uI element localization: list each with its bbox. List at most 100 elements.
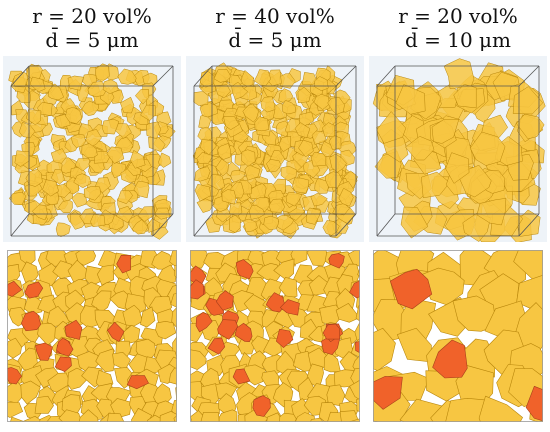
cross-section-1 [7,250,177,422]
grain [74,158,91,172]
grain [279,412,297,422]
grain [253,69,271,86]
highlighted-grain [275,328,294,348]
highlighted-grain [126,375,150,390]
grain [218,409,238,422]
highlighted-grain [24,281,44,299]
grain [200,412,220,422]
grain [90,213,106,228]
grain [102,79,119,95]
grain [147,218,161,233]
cross-section-3 [373,250,543,422]
grain [140,104,156,121]
cube-edge [518,213,540,237]
grain [513,250,543,282]
grain [254,116,269,132]
grain [310,417,324,422]
highlighted-grain [56,337,74,357]
highlighted-grain [7,367,22,385]
grain [112,351,131,371]
grain [349,379,360,401]
grain [452,295,497,332]
highlighted-grain [432,339,468,379]
slice-svg-2 [190,250,360,422]
grain [31,204,48,221]
grain [241,149,256,167]
grain [131,407,153,422]
grain [131,219,149,235]
grain [101,118,120,135]
grain [7,401,24,418]
highlighted-grain [322,323,341,340]
grain [294,122,311,139]
grain [242,103,259,123]
highlighted-grain [279,299,300,316]
grain [512,86,544,115]
grain [292,177,310,194]
grain [297,86,311,104]
grain [516,209,541,237]
grain [155,320,177,340]
cube-render-3 [369,56,547,242]
grain [310,192,328,207]
grain [117,68,137,85]
cross-section-2 [190,250,360,422]
column-3-label: r = 20 vol% d̄ = 10 μm [369,4,547,52]
grain [115,205,134,224]
label-line-2: d̄ = 5 μm [228,28,322,52]
grain [34,395,54,414]
grain-cluster [372,58,546,242]
grain [47,83,65,101]
grain [42,179,59,197]
highlighted-grain [373,376,403,410]
grain [169,250,177,269]
grain [95,63,110,83]
cube-svg-3 [372,58,546,242]
slice-frame [7,250,177,422]
label-line-2: d̄ = 10 μm [404,28,512,52]
grain [431,119,460,144]
column-2-label: r = 40 vol% d̄ = 5 μm [186,4,364,52]
grain [298,139,314,158]
grain [421,171,451,199]
highlighted-grain [20,310,42,332]
highlighted-grain [207,337,226,355]
highlighted-grain [389,268,433,310]
grain [55,222,71,237]
grain [445,152,470,184]
highlighted-grain [190,279,204,300]
grain [50,169,65,185]
grain [57,199,73,214]
grain [134,89,150,105]
grain [347,250,360,267]
highlighted-grain [107,321,125,343]
cube-edge [10,65,30,87]
grain-cluster [192,62,358,239]
highlighted-grain [234,322,253,343]
grain [106,146,125,164]
grain [215,158,229,177]
grain [10,416,26,422]
grain-cluster [190,250,360,422]
label-line-1: r = 20 vol% [32,4,152,28]
grain [190,250,207,269]
grain [64,289,86,314]
slice-frame [190,250,360,422]
cube-edge [376,213,396,237]
grain [260,96,276,113]
highlighted-grain [195,312,213,333]
grain [231,81,249,100]
grain [405,136,435,161]
grain [248,205,266,220]
grain [280,165,298,182]
grain [21,261,39,283]
cube-edge [376,65,396,87]
grain [285,191,303,207]
cube-edge [193,65,213,87]
cube-edge [10,213,30,237]
grain [333,369,357,388]
grain [159,410,177,422]
grain [310,151,327,167]
highlighted-grain [235,259,254,280]
highlighted-grain [116,255,131,274]
